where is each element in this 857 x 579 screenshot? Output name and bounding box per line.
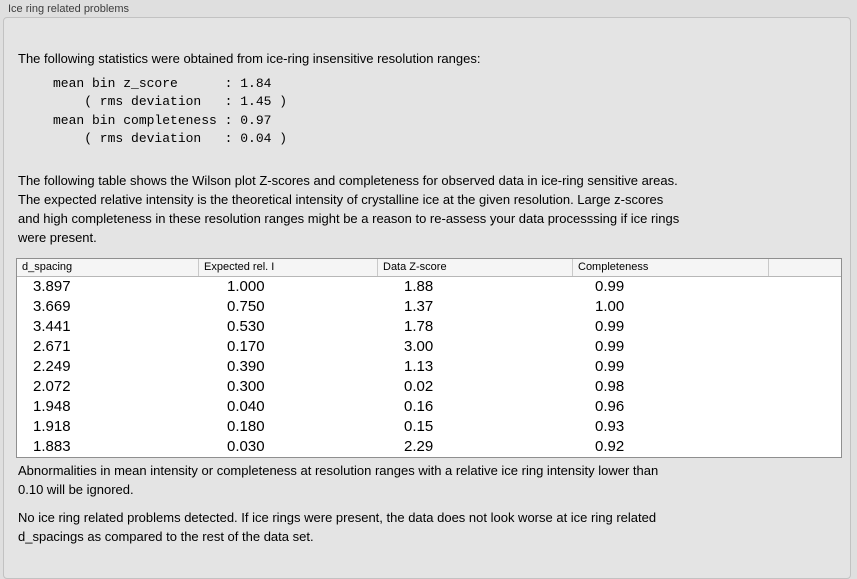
section-title: Ice ring related problems: [8, 3, 130, 15]
table-cell: 3.669: [33, 298, 71, 315]
stats-values-block: mean bin z_score : 1.84 ( rms deviation …: [53, 76, 288, 146]
table-cell: 0.030: [227, 438, 265, 455]
table-cell: 1.948: [33, 398, 71, 415]
table-cell: 0.750: [227, 298, 265, 315]
table-cell: 1.13: [404, 358, 434, 375]
ice-ring-panel: The following statistics were obtained f…: [3, 17, 851, 579]
table-cell: [769, 417, 841, 437]
table-row[interactable]: 2.072 0.300 0.02 0.98: [17, 377, 841, 397]
table-cell: 0.96: [595, 398, 625, 415]
table-cell: 0.530: [227, 318, 265, 335]
column-header-Expected rel. I[interactable]: Expected rel. I: [199, 259, 378, 276]
table-cell: 1.37: [404, 298, 434, 315]
table-cell: 1.88: [404, 278, 434, 295]
table-row[interactable]: 3.669 0.750 1.37 1.00: [17, 297, 841, 317]
table-cell: 0.300: [227, 378, 265, 395]
ice-ring-table: d_spacing Expected rel. I Data Z-score Comp…: [16, 258, 842, 458]
table-cell: 1.00: [595, 298, 625, 315]
table-row[interactable]: 1.918 0.180 0.15 0.93: [17, 417, 841, 437]
table-row[interactable]: 1.883 0.030 2.29 0.92: [17, 437, 841, 457]
table-cell: 2.29: [404, 438, 434, 455]
table-cell: [769, 317, 841, 337]
table-cell: [769, 437, 841, 457]
table-cell: 1.78: [404, 318, 434, 335]
table-cell: 0.93: [595, 418, 625, 435]
table-cell: [769, 377, 841, 397]
ignore-threshold-note: Abnormalities in mean intensity or compl…: [18, 463, 659, 497]
table-cell: 0.390: [227, 358, 265, 375]
table-cell: 0.98: [595, 378, 625, 395]
table-row[interactable]: 3.897 1.000 1.88 0.99: [17, 277, 841, 297]
table-cell: 0.180: [227, 418, 265, 435]
table-cell: 0.16: [404, 398, 434, 415]
table-row[interactable]: 3.441 0.530 1.78 0.99: [17, 317, 841, 337]
table-cell: 0.02: [404, 378, 434, 395]
stats-intro-text: The following statistics were obtained f…: [18, 51, 481, 66]
table-cell: 0.99: [595, 358, 625, 375]
table-row[interactable]: 1.948 0.040 0.16 0.96: [17, 397, 841, 417]
table-cell: 1.000: [227, 278, 265, 295]
table-cell: 3.00: [404, 338, 434, 355]
table-cell: 0.99: [595, 338, 625, 355]
table-cell: [769, 277, 841, 297]
table-cell: 0.040: [227, 398, 265, 415]
table-cell: [769, 337, 841, 357]
ice-ring-report-page: { "panel": { "title": "Ice ring related …: [3, 3, 851, 579]
table-cell: 0.170: [227, 338, 265, 355]
table-cell: 0.99: [595, 318, 625, 335]
table-cell: [769, 297, 841, 317]
table-row[interactable]: 2.249 0.390 1.13 0.99: [17, 357, 841, 377]
column-header-Completeness[interactable]: Completeness: [573, 259, 769, 276]
table-cell: 3.897: [33, 278, 71, 295]
table-cell: 1.918: [33, 418, 71, 435]
table-cell: 3.441: [33, 318, 71, 335]
table-header-row: d_spacing Expected rel. I Data Z-score Comp…: [17, 259, 841, 277]
column-header-spacer[interactable]: [769, 259, 841, 276]
column-header-Data Z-score[interactable]: Data Z-score: [378, 259, 573, 276]
table-cell: 2.072: [33, 378, 71, 395]
table-cell: [769, 397, 841, 417]
table-cell: [769, 357, 841, 377]
table-row[interactable]: 2.671 0.170 3.00 0.99: [17, 337, 841, 357]
table-body: 3.897 1.000 1.88 0.99 3.669 0.750 1.37 1.00 3.44…: [17, 277, 841, 457]
table-cell: 0.92: [595, 438, 625, 455]
table-cell: 1.883: [33, 438, 71, 455]
table-cell: 2.249: [33, 358, 71, 375]
conclusion-text: No ice ring related problems detected. I…: [18, 510, 657, 544]
column-header-d_spacing[interactable]: d_spacing: [17, 259, 199, 276]
table-cell: 2.671: [33, 338, 71, 355]
table-cell: 0.15: [404, 418, 434, 435]
table-cell: 0.99: [595, 278, 625, 295]
table-description-text: The following table shows the Wilson plo…: [18, 173, 680, 245]
